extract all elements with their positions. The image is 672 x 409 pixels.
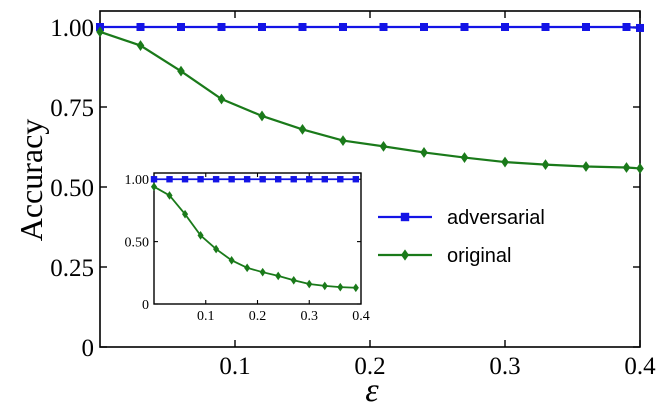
data-point-original	[217, 93, 226, 105]
y-tick-label: 1.00	[50, 15, 94, 42]
data-point-original	[298, 124, 307, 135]
data-point-adversarial	[501, 23, 509, 31]
inset-data-point-adversarial	[337, 176, 344, 183]
inset-data-point-adversarial	[306, 176, 313, 183]
data-point-original	[636, 163, 644, 174]
inset-x-tick-label: 0.3	[301, 309, 319, 324]
inset-data-point-original	[337, 282, 344, 292]
inset-plot-frame	[153, 172, 362, 305]
data-point-original	[177, 65, 185, 77]
data-point-adversarial	[136, 23, 145, 31]
inset-data-point-adversarial	[352, 176, 360, 183]
inset-data-point-adversarial	[197, 176, 204, 183]
y-tick-label: 0.25	[50, 255, 94, 282]
inset-data-point-original	[275, 271, 282, 281]
inset-data-point-original	[166, 191, 173, 200]
inset-data-point-original	[150, 182, 158, 192]
inset-data-point-original	[182, 209, 189, 219]
inset-y-tick-label: 0.50	[125, 236, 150, 251]
data-point-adversarial	[217, 23, 226, 31]
inset-data-point-adversarial	[243, 176, 251, 183]
inset-data-point-original	[228, 256, 235, 265]
inset-data-point-adversarial	[166, 176, 173, 183]
inset-data-point-adversarial	[275, 176, 282, 183]
data-point-original	[339, 135, 347, 146]
data-point-adversarial	[339, 23, 347, 31]
inset-x-tick-label: 0.1	[197, 309, 215, 324]
legend-label: adversarial	[447, 207, 545, 229]
data-point-original	[136, 40, 145, 51]
inset-data-point-original	[290, 275, 297, 285]
x-tick-label: 0.4	[624, 353, 656, 380]
inset-x-tick-label: 0.4	[352, 309, 370, 324]
y-tick-label: 0.50	[50, 175, 94, 202]
inset-data-point-adversarial	[321, 176, 328, 183]
y-axis-label: Accuracy	[13, 119, 49, 242]
inset-y-tick-label: 0	[142, 298, 149, 313]
inset-data-point-original	[197, 231, 204, 240]
x-axis-label: ε	[365, 372, 379, 409]
inset-x-tick-label: 0.2	[249, 309, 267, 324]
data-point-adversarial	[379, 23, 388, 31]
data-point-adversarial	[541, 23, 550, 31]
data-point-adversarial	[298, 23, 307, 31]
x-tick-label: 0.1	[219, 353, 250, 380]
inset-data-point-original	[259, 267, 266, 277]
inset-data-point-adversarial	[212, 176, 220, 183]
data-point-original	[379, 140, 388, 152]
legend-marker-original	[401, 249, 409, 261]
inset-data-point-adversarial	[259, 176, 266, 183]
data-point-adversarial	[582, 23, 590, 31]
data-point-original	[541, 159, 550, 170]
inset-data-point-original	[352, 283, 359, 293]
data-point-adversarial	[258, 23, 266, 31]
inset-data-point-original	[213, 244, 220, 254]
x-tick-label: 0.2	[354, 353, 385, 380]
data-point-original	[258, 110, 266, 122]
data-point-adversarial	[636, 23, 644, 32]
data-point-adversarial	[177, 23, 185, 31]
data-point-original	[96, 26, 104, 38]
data-point-original	[420, 147, 428, 158]
inset-data-point-adversarial	[228, 176, 235, 183]
data-point-original	[582, 161, 590, 172]
y-tick-label: 0.75	[50, 95, 94, 122]
inset-data-point-original	[244, 263, 251, 273]
data-point-original	[501, 156, 509, 168]
y-tick-label: 0	[82, 335, 95, 362]
legend-label: original	[447, 245, 511, 267]
inset-data-point-adversarial	[150, 176, 158, 183]
x-tick-label: 0.3	[489, 353, 520, 380]
data-point-adversarial	[622, 23, 631, 31]
inset-data-point-adversarial	[290, 176, 297, 183]
data-point-original	[622, 162, 631, 173]
inset-data-point-original	[306, 279, 313, 289]
inset-y-tick-label: 1.00	[125, 173, 150, 188]
data-point-adversarial	[420, 23, 428, 31]
legend-marker-adversarial	[400, 212, 410, 222]
data-point-adversarial	[460, 23, 469, 31]
data-point-original	[460, 152, 469, 163]
inset-data-point-adversarial	[181, 176, 189, 183]
inset-data-point-original	[321, 281, 328, 291]
